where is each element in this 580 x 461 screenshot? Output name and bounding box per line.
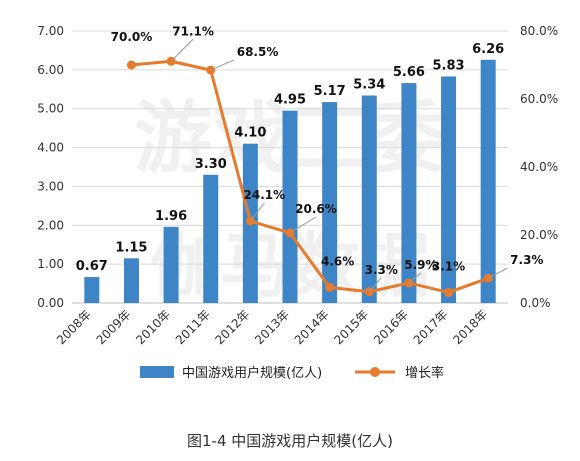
- x-tick-label: 2013年: [252, 307, 292, 347]
- y-right-tick-label: 40.0%: [520, 160, 558, 174]
- legend-line-label: 增长率: [405, 365, 444, 381]
- bar: [163, 226, 179, 303]
- line-value-label: 24.1%: [244, 188, 286, 202]
- bar-value-label: 0.67: [76, 259, 108, 274]
- label-leader-line: [408, 272, 422, 284]
- bar-value-label: 5.17: [314, 84, 346, 99]
- y-left-tick-label: 5.00: [37, 102, 64, 116]
- label-leader-line: [170, 38, 194, 62]
- y-left-tick-label: 4.00: [37, 141, 64, 155]
- bar-value-label: 1.15: [115, 240, 147, 255]
- x-tick-label: 2008年: [54, 307, 94, 347]
- line-value-label: 4.6%: [321, 254, 354, 268]
- x-tick-label: 2011年: [173, 307, 213, 347]
- y-left-tick-label: 1.00: [37, 257, 64, 271]
- growth-rate-point: [444, 287, 454, 297]
- x-tick-label: 2018年: [450, 307, 490, 347]
- y-left-tick-label: 0.00: [37, 296, 64, 310]
- y-left-tick-label: 2.00: [37, 218, 64, 232]
- bar-value-label: 4.10: [234, 126, 266, 141]
- line-value-label: 71.1%: [172, 24, 214, 38]
- line-value-label: 3.3%: [365, 263, 398, 277]
- x-tick-label: 2017年: [411, 307, 451, 347]
- y-right-tick-label: 0.0%: [520, 296, 551, 310]
- bar-value-label: 4.95: [274, 93, 306, 108]
- legend-bar-label: 中国游戏用户规模(亿人): [182, 365, 322, 381]
- legend-line-marker: [370, 367, 380, 377]
- x-tick-label: 2010年: [133, 307, 173, 347]
- y-left-tick-label: 6.00: [37, 63, 64, 77]
- bar: [322, 102, 338, 303]
- figure-caption: 图1-4 中国游戏用户规模(亿人): [187, 432, 393, 450]
- growth-rate-point: [126, 60, 136, 70]
- x-tick-label: 2015年: [331, 307, 371, 347]
- x-tick-label: 2016年: [371, 307, 411, 347]
- bar-value-label: 3.30: [195, 157, 227, 172]
- line-value-label: 70.0%: [111, 30, 153, 44]
- y-right-tick-label: 20.0%: [520, 228, 558, 242]
- y-left-tick-label: 3.00: [37, 179, 64, 193]
- bar: [282, 110, 298, 304]
- bar-value-label: 5.66: [393, 65, 425, 80]
- bar: [84, 276, 100, 303]
- bar: [441, 76, 457, 303]
- line-value-label: 20.6%: [295, 202, 337, 216]
- y-right-tick-label: 60.0%: [520, 92, 558, 106]
- bar: [361, 95, 377, 303]
- bar: [203, 174, 219, 303]
- legend-bar-swatch: [140, 366, 174, 378]
- line-value-label: 68.5%: [237, 45, 279, 59]
- label-leader-line: [487, 267, 508, 279]
- bar-value-label: 1.96: [155, 209, 187, 224]
- bar-value-label: 5.34: [353, 78, 385, 93]
- x-tick-label: 2009年: [94, 307, 134, 347]
- line-value-label: 7.3%: [510, 253, 543, 267]
- line-value-label: 5.9%: [404, 258, 437, 272]
- bar-value-label: 6.26: [472, 42, 504, 57]
- growth-rate-line: [131, 59, 489, 294]
- label-leader-line: [368, 277, 382, 293]
- y-left-tick-label: 7.00: [37, 24, 64, 38]
- y-right-tick-label: 80.0%: [520, 24, 558, 38]
- label-leader-line: [289, 216, 317, 234]
- line-value-label: 3.1%: [432, 259, 465, 273]
- bar: [123, 258, 139, 303]
- label-leader-line: [210, 59, 234, 71]
- label-leader-line: [249, 202, 265, 222]
- bar-value-label: 5.83: [433, 58, 465, 73]
- growth-rate-point: [325, 282, 335, 292]
- x-tick-label: 2014年: [292, 307, 332, 347]
- x-tick-label: 2012年: [213, 307, 253, 347]
- bar: [401, 83, 417, 303]
- bar: [480, 59, 496, 303]
